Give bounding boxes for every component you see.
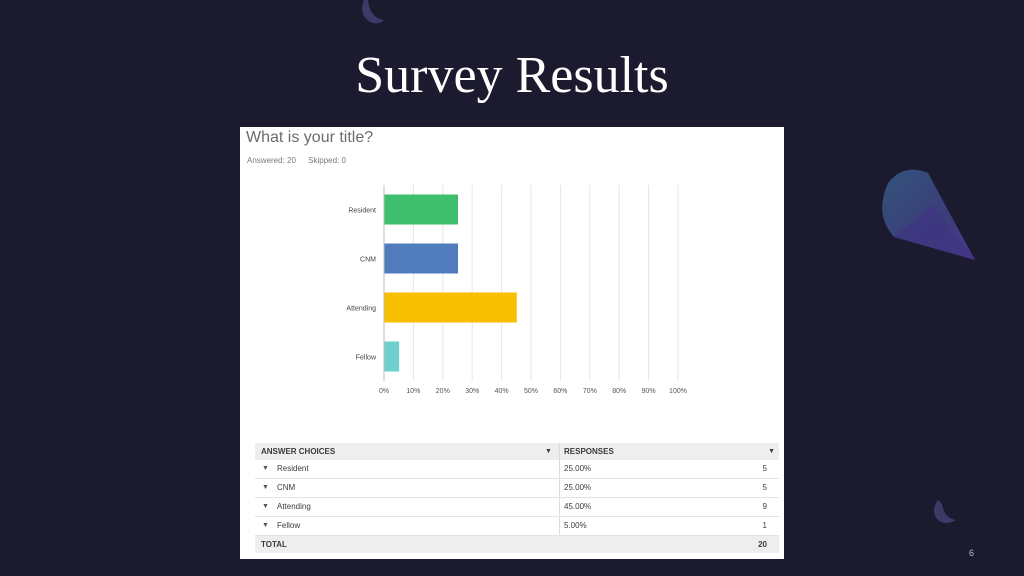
total-count: 20 <box>758 540 767 549</box>
expand-row-icon[interactable]: ▼ <box>262 465 269 472</box>
x-tick-label: 50% <box>524 388 538 395</box>
answered-count: Answered: 20 <box>247 156 296 165</box>
sort-choices-icon[interactable]: ▼ <box>545 448 552 455</box>
response-count: 5 <box>762 483 767 492</box>
category-label: Fellow <box>356 355 377 362</box>
bar-chart: 0% 10% 20% 30% 40% 50% 60% 70% 80% 90% 100% Residen… <box>346 185 687 395</box>
answer-choice-label: Fellow <box>277 521 301 530</box>
x-tick-label: 30% <box>465 388 479 395</box>
x-tick-label: 70% <box>583 388 597 395</box>
expand-row-icon[interactable]: ▼ <box>262 484 269 491</box>
x-tick-label: 40% <box>495 388 509 395</box>
header-responses[interactable]: RESPONSES <box>564 447 614 456</box>
category-label: Attending <box>346 306 376 313</box>
question-title: What is your title? <box>246 129 374 146</box>
table-row: ▼ CNM 25.00% 5 <box>255 479 779 498</box>
answer-choice-label: Attending <box>277 502 311 511</box>
x-tick-label: 60% <box>553 388 567 395</box>
bar-resident <box>384 194 458 225</box>
answer-choice-label: CNM <box>277 483 296 492</box>
skipped-count: Skipped: 0 <box>308 156 346 165</box>
table-row: ▼ Fellow 5.00% 1 <box>255 517 779 536</box>
response-count: 1 <box>762 521 767 530</box>
column-divider <box>559 517 560 535</box>
response-percent: 5.00% <box>564 521 587 530</box>
response-count: 5 <box>762 464 767 473</box>
bar-cnm <box>384 243 458 274</box>
column-divider <box>559 479 560 497</box>
moon-shape-bottom <box>934 500 956 523</box>
expand-row-icon[interactable]: ▼ <box>262 503 269 510</box>
x-tick-label: 90% <box>642 388 656 395</box>
column-divider <box>559 498 560 516</box>
column-divider <box>559 443 560 460</box>
response-percent: 25.00% <box>564 464 592 473</box>
table-row: ▼ Resident 25.00% 5 <box>255 460 779 479</box>
header-answer-choices[interactable]: ANSWER CHOICES <box>261 447 336 456</box>
slide-title: Survey Results <box>355 47 669 104</box>
response-meta: Answered: 20 Skipped: 0 <box>247 156 356 165</box>
bar-attending <box>384 292 517 323</box>
total-label: TOTAL <box>261 540 287 549</box>
category-label: CNM <box>360 257 376 264</box>
column-divider <box>559 460 560 478</box>
x-tick-label: 80% <box>612 388 626 395</box>
moon-shape-top <box>362 0 384 24</box>
page-number: 6 <box>969 548 975 558</box>
answer-choice-label: Resident <box>277 464 309 473</box>
cone-shape <box>882 169 975 260</box>
x-tick-label: 100% <box>669 388 687 395</box>
expand-row-icon[interactable]: ▼ <box>262 522 269 529</box>
response-percent: 25.00% <box>564 483 592 492</box>
answer-table: ANSWER CHOICES ▼ RESPONSES ▼ ▼ Resident 25… <box>255 443 779 553</box>
table-total-row: TOTAL 20 <box>255 536 779 553</box>
table-header-row: ANSWER CHOICES ▼ RESPONSES ▼ <box>255 443 779 460</box>
category-label: Resident <box>348 208 376 215</box>
x-tick-label: 10% <box>406 388 420 395</box>
bar-fellow <box>384 341 400 372</box>
survey-panel: What is your title? Answered: 20 Skipped… <box>240 127 784 559</box>
x-tick-label: 0% <box>379 388 389 395</box>
x-tick-label: 20% <box>436 388 450 395</box>
table-row: ▼ Attending 45.00% 9 <box>255 498 779 517</box>
sort-responses-icon[interactable]: ▼ <box>768 448 775 455</box>
response-percent: 45.00% <box>564 502 592 511</box>
response-count: 9 <box>762 502 767 511</box>
